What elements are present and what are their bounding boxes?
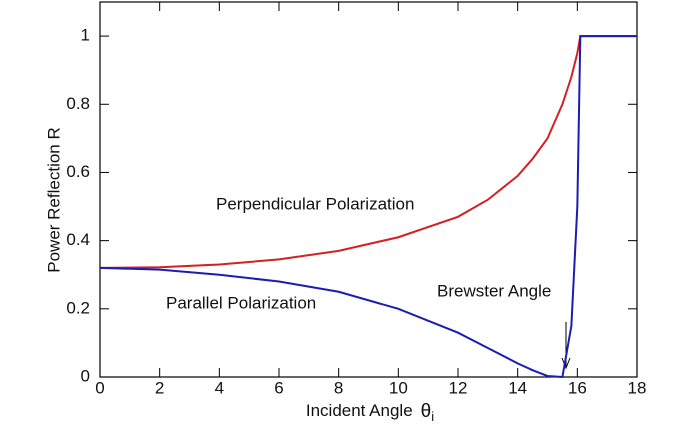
plot-frame bbox=[99, 1, 638, 378]
arrow-head bbox=[561, 357, 571, 370]
y-tick-label: 0.8 bbox=[66, 94, 90, 113]
y-tick-label: 0 bbox=[81, 366, 90, 385]
y-tick-label: 1 bbox=[81, 26, 90, 45]
x-tick-label: 6 bbox=[274, 378, 283, 397]
x-tick-label: 0 bbox=[95, 378, 104, 397]
x-tick-label: 4 bbox=[215, 378, 224, 397]
x-axis-label: Incident Angle θi bbox=[306, 401, 434, 424]
x-tick-label: 12 bbox=[449, 378, 468, 397]
x-tick-label: 14 bbox=[508, 378, 527, 397]
x-tick-label: 2 bbox=[155, 378, 164, 397]
x-axis-label-text: Incident Angle bbox=[306, 401, 413, 420]
annotation: Brewster Angle bbox=[437, 281, 551, 300]
x-tick-label: 10 bbox=[389, 378, 408, 397]
x-axis-label-symbol: θ bbox=[421, 401, 432, 422]
y-tick-label: 0.6 bbox=[66, 162, 90, 181]
x-axis-label-subscript: i bbox=[431, 409, 434, 424]
series-line bbox=[99, 35, 637, 379]
annotation: Perpendicular Polarization bbox=[216, 194, 414, 213]
annotation: Parallel Polarization bbox=[166, 293, 316, 312]
y-tick-label: 0.2 bbox=[66, 298, 90, 317]
y-axis-label: Power Reflection R bbox=[44, 127, 63, 273]
y-tick-label: 0.4 bbox=[66, 230, 90, 249]
x-tick-label: 16 bbox=[568, 378, 587, 397]
x-tick-label: 8 bbox=[334, 378, 343, 397]
x-tick-label: 18 bbox=[628, 378, 647, 397]
series-line bbox=[99, 35, 637, 269]
